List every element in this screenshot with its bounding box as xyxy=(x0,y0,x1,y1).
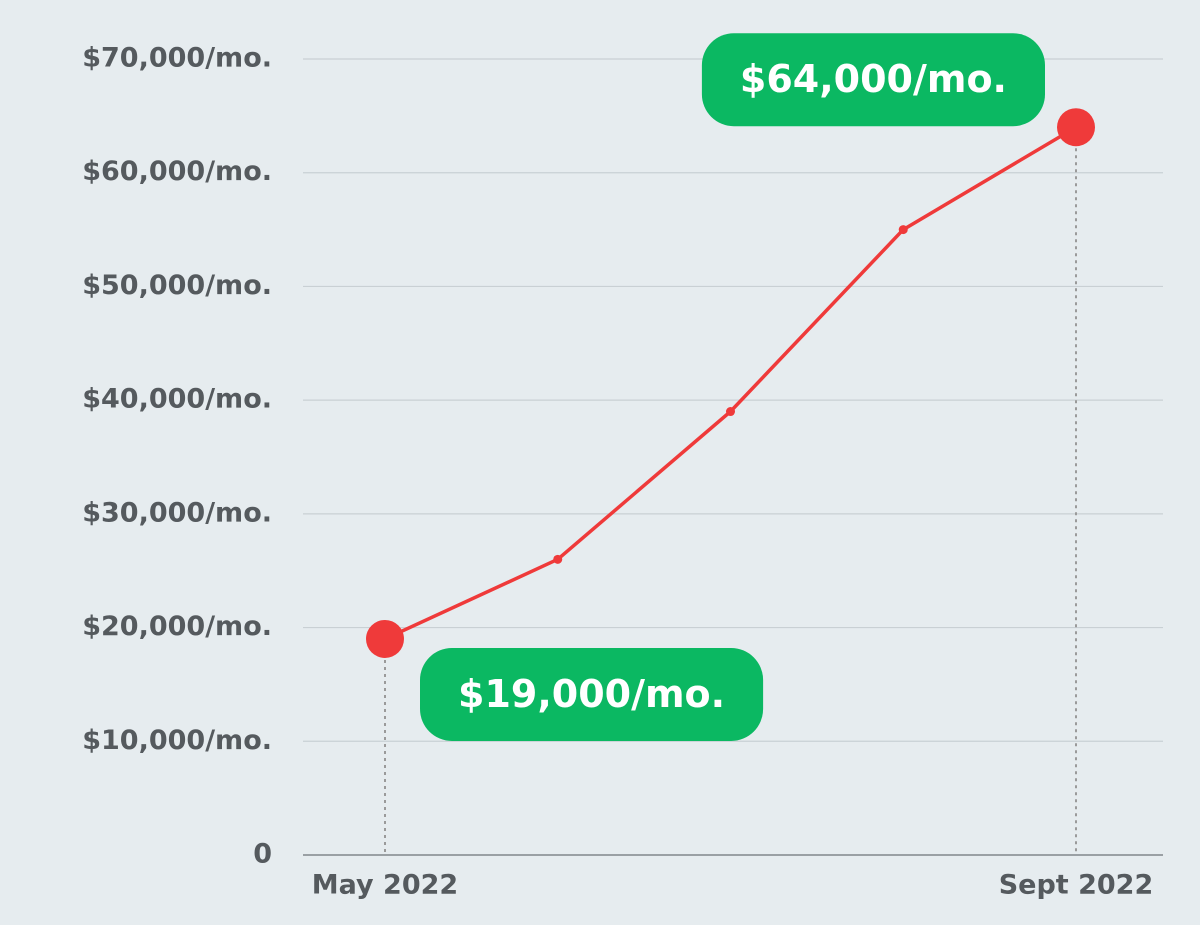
y-tick-label: $70,000/mo. xyxy=(82,43,272,74)
y-tick-label: $30,000/mo. xyxy=(82,497,272,528)
y-tick-label: $50,000/mo. xyxy=(82,270,272,301)
y-tick-label: $10,000/mo. xyxy=(82,725,272,756)
point xyxy=(366,619,404,658)
value-label: $19,000/mo. xyxy=(458,672,725,716)
y-tick-label: $40,000/mo. xyxy=(82,384,272,415)
y-tick-label: $60,000/mo. xyxy=(82,156,272,187)
x-tick-label: Sept 2022 xyxy=(999,870,1154,901)
y-tick-label: $20,000/mo. xyxy=(82,611,272,642)
x-tick-label: May 2022 xyxy=(312,870,458,901)
point xyxy=(553,554,563,564)
value-label-box xyxy=(701,33,1045,127)
y-tick-label: 0 xyxy=(253,839,272,870)
point xyxy=(1057,108,1095,147)
point xyxy=(898,225,908,235)
point xyxy=(726,407,735,417)
value-label: $64,000/mo. xyxy=(740,57,1007,101)
value-label-box xyxy=(420,647,764,741)
